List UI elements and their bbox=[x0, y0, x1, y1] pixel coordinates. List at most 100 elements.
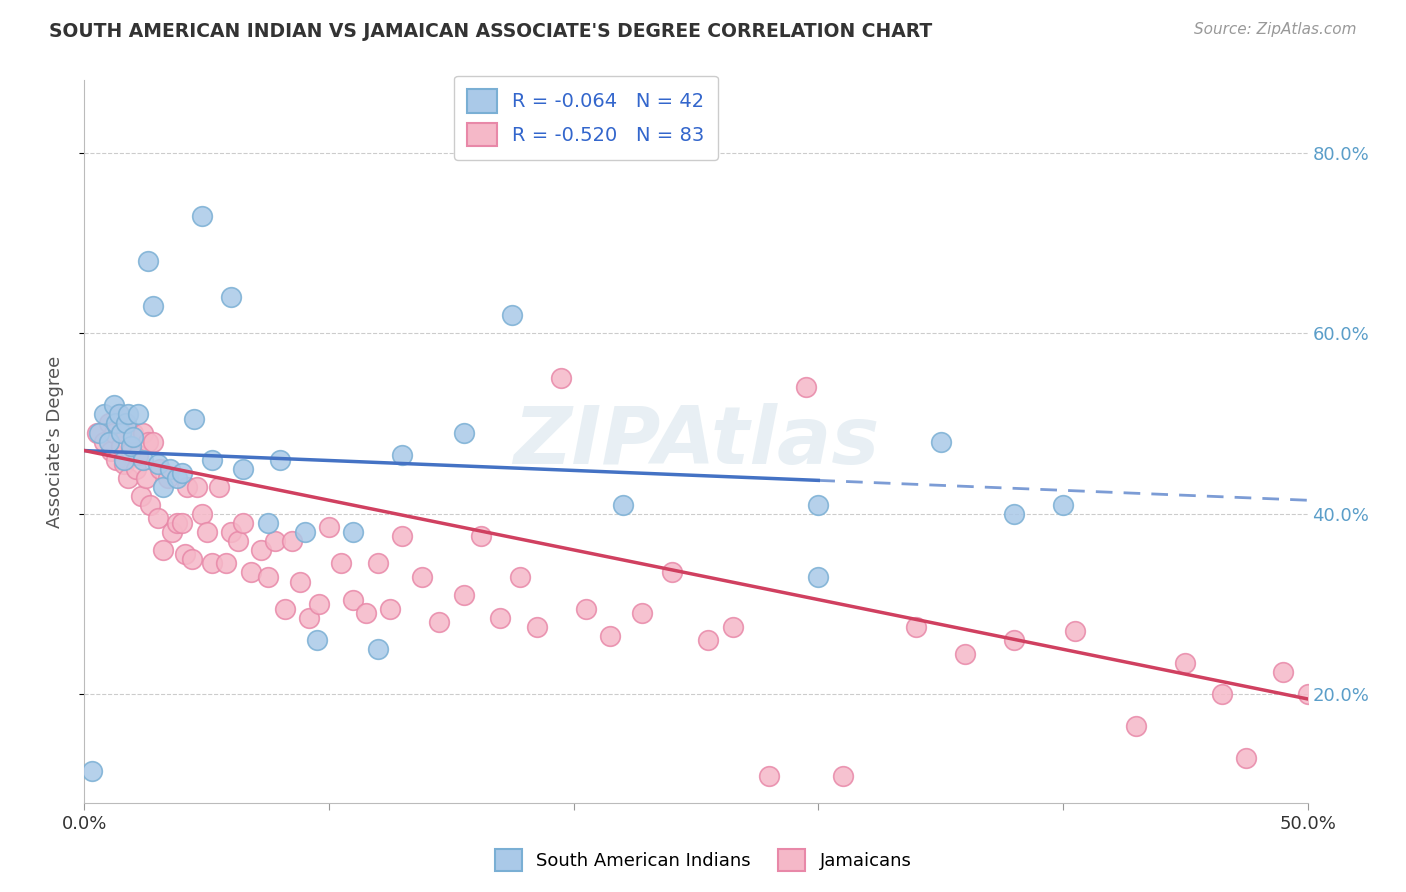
Legend: South American Indians, Jamaicans: South American Indians, Jamaicans bbox=[488, 842, 918, 879]
Point bbox=[172, 516, 194, 530]
Point bbox=[550, 371, 572, 385]
Text: ZIPAtlas: ZIPAtlas bbox=[513, 402, 879, 481]
Point bbox=[117, 408, 139, 422]
Point bbox=[354, 606, 377, 620]
Point bbox=[87, 425, 110, 440]
Point bbox=[127, 408, 149, 422]
Point bbox=[380, 601, 402, 615]
Point bbox=[166, 471, 188, 485]
Point bbox=[122, 425, 145, 440]
Point bbox=[831, 769, 853, 783]
Point bbox=[120, 439, 142, 453]
Text: Source: ZipAtlas.com: Source: ZipAtlas.com bbox=[1194, 22, 1357, 37]
Point bbox=[86, 425, 108, 440]
Point bbox=[367, 642, 389, 657]
Point bbox=[110, 425, 132, 440]
Point bbox=[117, 471, 139, 485]
Point bbox=[807, 570, 830, 584]
Point bbox=[166, 516, 188, 530]
Point bbox=[135, 471, 157, 485]
Point bbox=[631, 606, 654, 620]
Point bbox=[195, 524, 218, 539]
Point bbox=[794, 380, 817, 394]
Point bbox=[1296, 687, 1319, 701]
Point bbox=[232, 461, 254, 475]
Point bbox=[239, 566, 262, 580]
Point bbox=[575, 601, 598, 615]
Point bbox=[186, 480, 208, 494]
Point bbox=[181, 552, 204, 566]
Y-axis label: Associate's Degree: Associate's Degree bbox=[45, 355, 63, 528]
Point bbox=[122, 430, 145, 444]
Point bbox=[149, 461, 172, 475]
Point bbox=[208, 480, 231, 494]
Point bbox=[159, 461, 181, 475]
Point bbox=[330, 557, 353, 571]
Point bbox=[1125, 719, 1147, 733]
Point bbox=[269, 452, 291, 467]
Point bbox=[93, 408, 115, 422]
Point bbox=[411, 570, 433, 584]
Point bbox=[929, 434, 952, 449]
Point bbox=[342, 524, 364, 539]
Text: SOUTH AMERICAN INDIAN VS JAMAICAN ASSOCIATE'S DEGREE CORRELATION CHART: SOUTH AMERICAN INDIAN VS JAMAICAN ASSOCI… bbox=[49, 22, 932, 41]
Point bbox=[112, 457, 135, 471]
Point bbox=[105, 417, 128, 431]
Point bbox=[1002, 633, 1025, 648]
Point bbox=[367, 557, 389, 571]
Point bbox=[115, 417, 138, 431]
Point bbox=[489, 610, 512, 624]
Point bbox=[127, 448, 149, 462]
Point bbox=[107, 408, 129, 422]
Point bbox=[132, 425, 155, 440]
Point bbox=[191, 209, 214, 223]
Point bbox=[219, 290, 242, 304]
Point bbox=[228, 533, 250, 548]
Point bbox=[1236, 750, 1258, 764]
Point bbox=[1002, 507, 1025, 521]
Point bbox=[136, 253, 159, 268]
Point bbox=[1064, 624, 1087, 639]
Point bbox=[176, 480, 198, 494]
Point bbox=[1174, 656, 1197, 670]
Point bbox=[758, 769, 780, 783]
Point bbox=[162, 524, 184, 539]
Point bbox=[105, 452, 128, 467]
Point bbox=[288, 574, 311, 589]
Point bbox=[146, 457, 169, 471]
Point bbox=[129, 489, 152, 503]
Point bbox=[453, 588, 475, 602]
Point bbox=[509, 570, 531, 584]
Point bbox=[93, 434, 115, 449]
Point bbox=[953, 647, 976, 661]
Point bbox=[807, 498, 830, 512]
Point bbox=[152, 542, 174, 557]
Point bbox=[125, 461, 148, 475]
Point bbox=[453, 425, 475, 440]
Point bbox=[97, 417, 120, 431]
Point bbox=[318, 520, 340, 534]
Point bbox=[257, 516, 280, 530]
Point bbox=[215, 557, 238, 571]
Point bbox=[142, 299, 165, 313]
Point bbox=[200, 452, 222, 467]
Point bbox=[139, 498, 162, 512]
Point bbox=[156, 471, 179, 485]
Point bbox=[97, 434, 120, 449]
Point bbox=[427, 615, 450, 630]
Point bbox=[173, 548, 195, 562]
Legend: R = -0.064   N = 42, R = -0.520   N = 83: R = -0.064 N = 42, R = -0.520 N = 83 bbox=[454, 76, 718, 160]
Point bbox=[115, 425, 138, 440]
Point bbox=[905, 620, 928, 634]
Point bbox=[1052, 498, 1074, 512]
Point bbox=[1272, 665, 1295, 679]
Point bbox=[103, 425, 125, 440]
Point bbox=[612, 498, 634, 512]
Point bbox=[136, 434, 159, 449]
Point bbox=[219, 524, 242, 539]
Point bbox=[146, 511, 169, 525]
Point bbox=[200, 557, 222, 571]
Point bbox=[281, 533, 304, 548]
Point bbox=[191, 507, 214, 521]
Point bbox=[142, 434, 165, 449]
